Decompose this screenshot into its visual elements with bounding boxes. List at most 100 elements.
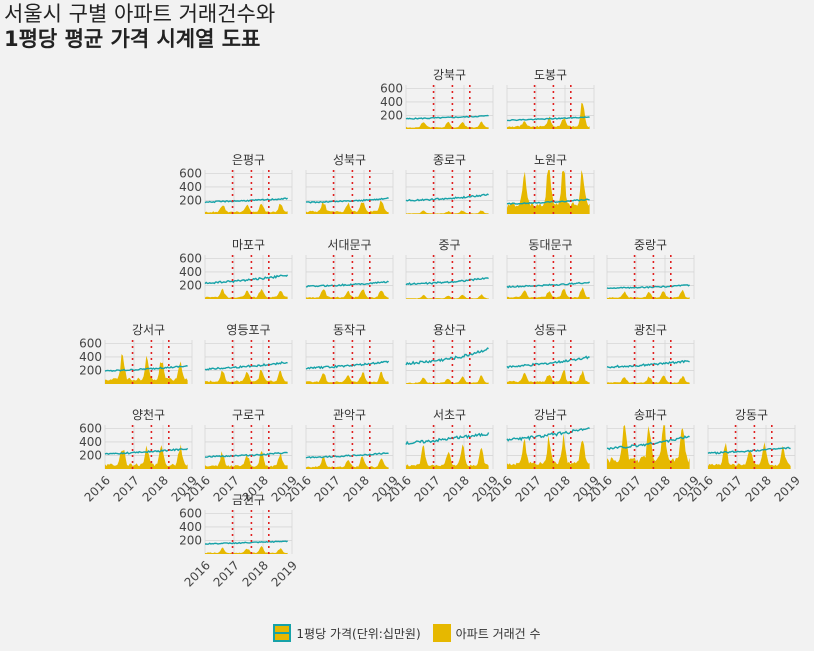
price-line bbox=[606, 359, 690, 369]
volume-area bbox=[205, 546, 288, 554]
panel: 서대문구 bbox=[305, 238, 394, 299]
y-tick-label: 600 bbox=[179, 251, 202, 265]
price-line bbox=[405, 432, 490, 445]
panel-title: 마포구 bbox=[232, 238, 265, 252]
legend-key-volume bbox=[432, 624, 451, 642]
legend-item-price: 1평당 가격(단위:십만원) bbox=[273, 624, 421, 642]
volume-area bbox=[507, 287, 590, 299]
panel-title: 용산구 bbox=[433, 323, 466, 337]
legend-label-price: 1평당 가격(단위:십만원) bbox=[296, 626, 421, 641]
volume-area bbox=[507, 370, 590, 384]
y-tick-label: 600 bbox=[79, 336, 102, 350]
y-tick-label: 200 bbox=[79, 448, 102, 462]
panel-title: 강서구 bbox=[132, 323, 165, 337]
panel-title: 중랑구 bbox=[634, 238, 667, 252]
x-tick-label: 2016 bbox=[182, 558, 213, 589]
panel-title: 성북구 bbox=[333, 153, 366, 167]
legend: 1평당 가격(단위:십만원) 아파트 거래건 수 bbox=[0, 624, 814, 642]
volume-area bbox=[406, 121, 489, 129]
x-tick-label: 2017 bbox=[513, 473, 544, 504]
chart-title-line2: 1평당 평균 가격 시계열 도표 bbox=[4, 27, 261, 51]
price-line bbox=[506, 427, 590, 442]
panel: 광진구 bbox=[606, 323, 695, 384]
x-tick-label: 2017 bbox=[613, 473, 644, 504]
panel: 성북구 bbox=[305, 153, 394, 214]
volume-area bbox=[607, 375, 690, 384]
price-line bbox=[104, 365, 188, 372]
panel-title: 은평구 bbox=[232, 153, 265, 167]
volume-area bbox=[607, 289, 690, 299]
price-line bbox=[506, 281, 591, 289]
price-line bbox=[104, 447, 189, 455]
volume-area bbox=[306, 456, 389, 469]
volume-area bbox=[406, 444, 489, 469]
price-line bbox=[405, 193, 489, 202]
price-line bbox=[405, 347, 489, 366]
volume-area bbox=[205, 370, 288, 384]
panel: 성동구 bbox=[506, 323, 595, 384]
volume-area bbox=[105, 444, 188, 469]
y-tick-label: 200 bbox=[380, 108, 403, 122]
price-line bbox=[305, 280, 389, 288]
price-line bbox=[405, 277, 489, 286]
panel-title: 동작구 bbox=[333, 323, 366, 337]
x-tick-label: 2016 bbox=[82, 473, 113, 504]
x-tick-label: 2018 bbox=[542, 473, 573, 504]
panel-title: 강남구 bbox=[534, 408, 567, 422]
price-line bbox=[506, 198, 590, 205]
panel-title: 송파구 bbox=[634, 408, 667, 422]
panel: 영등포구 bbox=[204, 323, 293, 384]
panel-title: 구로구 bbox=[232, 408, 265, 422]
volume-area bbox=[406, 210, 489, 214]
y-tick-label: 400 bbox=[179, 180, 202, 194]
y-tick-label: 200 bbox=[179, 193, 202, 207]
volume-area bbox=[406, 294, 489, 299]
price-line bbox=[305, 360, 390, 370]
panel-title: 노원구 bbox=[534, 153, 567, 167]
panel-title: 금천구 bbox=[232, 492, 265, 507]
y-tick-label: 600 bbox=[380, 81, 403, 95]
panel: 동대문구 bbox=[506, 238, 595, 299]
y-tick-label: 400 bbox=[179, 520, 202, 534]
panel-title: 서대문구 bbox=[327, 238, 371, 252]
x-tick-label: 2019 bbox=[269, 558, 300, 589]
panel-title: 성동구 bbox=[534, 323, 567, 337]
volume-area bbox=[205, 450, 288, 469]
chart-title: 서울시 구별 아파트 거래건수와 1평당 평균 가격 시계열 도표 bbox=[4, 2, 275, 52]
price-line bbox=[204, 451, 288, 458]
volume-area bbox=[507, 170, 590, 214]
panel-title: 관악구 bbox=[333, 408, 366, 422]
price-line bbox=[405, 114, 489, 120]
panel-title: 중구 bbox=[438, 238, 460, 252]
y-tick-label: 400 bbox=[79, 350, 102, 364]
panel-title: 영등포구 bbox=[226, 323, 270, 337]
price-line bbox=[305, 197, 389, 204]
legend-label-volume: 아파트 거래건 수 bbox=[455, 626, 541, 641]
panel-title: 양천구 bbox=[132, 407, 165, 422]
x-tick-label: 2017 bbox=[111, 473, 142, 504]
y-tick-label: 400 bbox=[179, 265, 202, 279]
x-tick-label: 2018 bbox=[140, 473, 171, 504]
price-line bbox=[204, 197, 289, 204]
x-tick-label: 2018 bbox=[240, 558, 271, 589]
volume-area bbox=[507, 433, 590, 469]
legend-item-volume: 아파트 거래건 수 bbox=[432, 624, 541, 642]
price-line bbox=[506, 355, 590, 369]
x-tick-label: 2018 bbox=[642, 473, 673, 504]
x-tick-label: 2018 bbox=[743, 473, 774, 504]
panel-title: 서초구 bbox=[433, 408, 466, 422]
y-tick-label: 200 bbox=[179, 278, 202, 292]
price-line bbox=[707, 446, 791, 455]
volume-area bbox=[205, 288, 288, 299]
legend-key-price bbox=[273, 624, 292, 642]
panel-title: 도봉구 bbox=[534, 68, 567, 82]
